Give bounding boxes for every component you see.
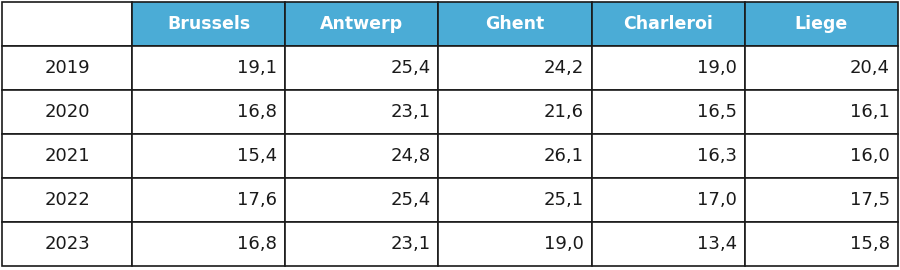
Bar — [591, 46, 745, 90]
Bar — [2, 222, 132, 266]
Bar — [285, 2, 438, 46]
Text: 23,1: 23,1 — [391, 103, 430, 121]
Text: 24,2: 24,2 — [544, 59, 583, 77]
Bar — [132, 222, 285, 266]
Bar — [132, 178, 285, 222]
Bar — [745, 46, 898, 90]
Bar — [745, 178, 898, 222]
Text: 25,4: 25,4 — [391, 191, 430, 209]
Bar — [132, 46, 285, 90]
Text: 19,0: 19,0 — [697, 59, 737, 77]
Bar — [438, 178, 591, 222]
Text: 16,3: 16,3 — [697, 147, 737, 165]
Text: 19,1: 19,1 — [238, 59, 277, 77]
Bar — [438, 46, 591, 90]
Text: 2019: 2019 — [44, 59, 90, 77]
Bar — [285, 178, 438, 222]
Text: 17,5: 17,5 — [850, 191, 890, 209]
Text: Charleroi: Charleroi — [624, 15, 713, 33]
Text: 25,1: 25,1 — [544, 191, 583, 209]
Text: 17,6: 17,6 — [238, 191, 277, 209]
Text: 26,1: 26,1 — [544, 147, 583, 165]
Bar — [2, 178, 132, 222]
Bar — [745, 134, 898, 178]
Text: 17,0: 17,0 — [697, 191, 737, 209]
Bar — [285, 46, 438, 90]
Text: Antwerp: Antwerp — [320, 15, 403, 33]
Text: 2021: 2021 — [44, 147, 90, 165]
Text: 16,8: 16,8 — [238, 235, 277, 253]
Bar — [745, 222, 898, 266]
Bar — [591, 178, 745, 222]
Bar — [438, 2, 591, 46]
Text: 2022: 2022 — [44, 191, 90, 209]
Bar — [591, 90, 745, 134]
Bar — [591, 222, 745, 266]
Bar — [132, 2, 285, 46]
Bar — [438, 222, 591, 266]
Text: 16,8: 16,8 — [238, 103, 277, 121]
Bar — [285, 134, 438, 178]
Bar — [285, 90, 438, 134]
Text: 13,4: 13,4 — [697, 235, 737, 253]
Text: 24,8: 24,8 — [391, 147, 430, 165]
Text: 2020: 2020 — [44, 103, 90, 121]
Text: Brussels: Brussels — [167, 15, 250, 33]
Text: 16,0: 16,0 — [850, 147, 890, 165]
Bar — [438, 134, 591, 178]
Text: 15,8: 15,8 — [850, 235, 890, 253]
Bar — [745, 90, 898, 134]
Bar — [132, 90, 285, 134]
Text: 23,1: 23,1 — [391, 235, 430, 253]
Text: 25,4: 25,4 — [391, 59, 430, 77]
Bar — [285, 222, 438, 266]
Text: Liege: Liege — [795, 15, 848, 33]
Text: 15,4: 15,4 — [237, 147, 277, 165]
Text: 21,6: 21,6 — [544, 103, 583, 121]
Bar — [2, 134, 132, 178]
Bar — [591, 2, 745, 46]
Bar — [745, 2, 898, 46]
Bar — [2, 2, 132, 46]
Bar — [2, 90, 132, 134]
Bar — [591, 134, 745, 178]
Bar — [2, 46, 132, 90]
Text: 2023: 2023 — [44, 235, 90, 253]
Text: 16,5: 16,5 — [697, 103, 737, 121]
Bar — [438, 90, 591, 134]
Bar — [132, 134, 285, 178]
Text: Ghent: Ghent — [485, 15, 544, 33]
Text: 20,4: 20,4 — [850, 59, 890, 77]
Text: 19,0: 19,0 — [544, 235, 583, 253]
Text: 16,1: 16,1 — [850, 103, 890, 121]
